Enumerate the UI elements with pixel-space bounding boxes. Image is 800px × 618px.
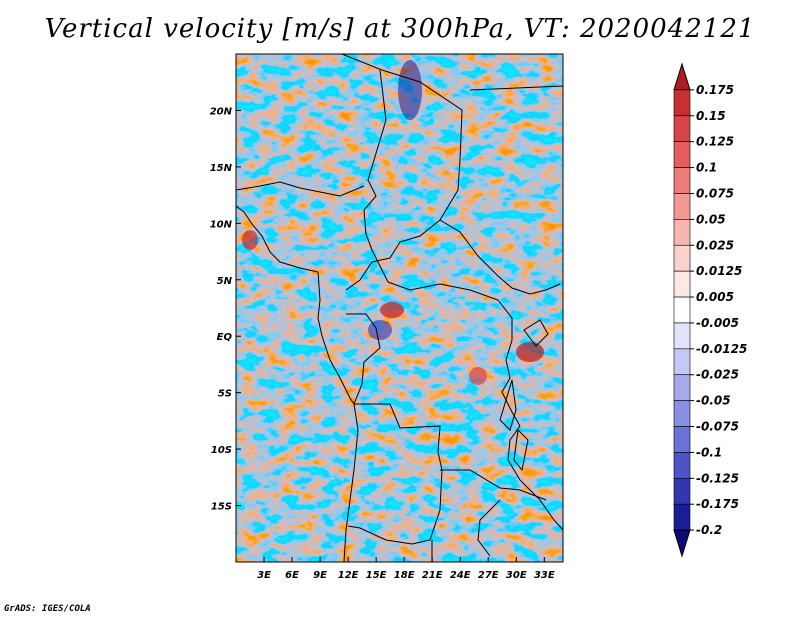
- strong-ascent-cell: [380, 302, 404, 318]
- y-tick-label: 5N: [217, 276, 233, 287]
- colorbar-label: 0.0125: [696, 264, 742, 278]
- colorbar-swatch: [673, 452, 691, 479]
- strong-ascent-cell: [469, 367, 487, 385]
- lake: [513, 428, 529, 472]
- colorbar-swatch: [673, 244, 691, 272]
- colorbar-swatch: [673, 89, 691, 117]
- colorbar-swatch: [673, 400, 691, 427]
- strong-ascent-cell: [516, 342, 544, 362]
- country-borders: [236, 54, 563, 562]
- colorbar-label: 0.1: [696, 161, 717, 175]
- x-tick-label: 15E: [366, 570, 387, 581]
- grads-credit: GrADS: IGES/COLA: [4, 604, 91, 614]
- colorbar-label: 0.005: [696, 290, 734, 304]
- chart-title: Vertical velocity [m/s] at 300hPa, VT: 2…: [44, 14, 756, 44]
- x-tick-label: 21E: [422, 570, 443, 581]
- colorbar-swatch: [673, 115, 691, 142]
- y-tick-label: EQ: [217, 332, 233, 343]
- colorbar-label: -0.05: [696, 394, 731, 408]
- colorbar-label: -0.1: [696, 445, 722, 459]
- colorbar-swatch: [673, 478, 691, 505]
- colorbar-label: 0.175: [696, 83, 734, 97]
- border: [477, 499, 501, 557]
- x-tick-label: 12E: [338, 570, 359, 581]
- colorbar-swatch: [673, 141, 691, 168]
- colorbar-label: -0.005: [696, 316, 739, 330]
- y-axis: 20N 15N 10N 5N EQ 5S 10S 15S: [210, 106, 241, 513]
- colorbar-swatch: [673, 374, 691, 401]
- y-tick-label: 15N: [210, 163, 233, 174]
- y-tick-label: 5S: [218, 389, 232, 400]
- colorbar-label: 0.05: [696, 212, 726, 226]
- colorbar-label: 0.075: [696, 186, 734, 200]
- colorbar-swatch: [673, 426, 691, 453]
- x-tick-label: 9E: [313, 570, 327, 581]
- border: [345, 219, 441, 291]
- colorbar-label: -0.2: [696, 523, 722, 537]
- colorbar-swatch: [673, 529, 691, 558]
- plot-frame: [235, 53, 564, 563]
- lake: [523, 319, 549, 347]
- y-tick-label: 20N: [210, 106, 233, 117]
- colorbar-swatch: [673, 62, 691, 91]
- y-tick-label: 10N: [210, 219, 233, 230]
- colorbar-label: -0.075: [696, 420, 739, 434]
- colorbar-swatch: [673, 296, 691, 324]
- colorbar-label: -0.025: [696, 368, 739, 382]
- colorbar-swatch: [673, 322, 691, 350]
- colorbar-label: 0.025: [696, 238, 734, 252]
- border: [507, 425, 563, 531]
- colorbar-swatch: [673, 193, 691, 220]
- strong-descent-cell: [398, 60, 422, 120]
- border: [347, 403, 443, 545]
- x-tick-label: 33E: [534, 570, 555, 581]
- convective-cells: [242, 60, 544, 385]
- border: [363, 69, 389, 283]
- colorbar-label: 0.15: [696, 109, 726, 123]
- x-axis: 3E 6E 9E 12E 15E 18E 21E 24E 27E 30E 33E: [257, 557, 555, 581]
- border: [346, 313, 381, 405]
- border: [236, 181, 365, 197]
- colorbar-label: -0.175: [696, 497, 739, 511]
- border: [341, 54, 561, 295]
- x-tick-label: 27E: [478, 570, 499, 581]
- lake: [499, 379, 517, 431]
- border: [387, 281, 521, 427]
- x-tick-label: 24E: [450, 570, 471, 581]
- west-africa-coast: [236, 205, 359, 562]
- y-tick-label: 15S: [211, 502, 232, 513]
- colorbar-label: 0.125: [696, 135, 734, 149]
- colorbar-label: -0.0125: [696, 342, 747, 356]
- border: [440, 469, 547, 501]
- colorbar-swatch: [673, 167, 691, 194]
- x-tick-label: 18E: [394, 570, 415, 581]
- colorbar-swatch: [673, 219, 691, 246]
- colorbar-swatch: [673, 270, 691, 298]
- strong-ascent-cell: [242, 230, 258, 250]
- colorbar: 0.175 0.15 0.125 0.1 0.075 0.05 0.025 0.0125 0.0…: [673, 62, 747, 558]
- colorbar-swatch: [673, 348, 691, 376]
- strong-descent-cell: [368, 320, 392, 340]
- border: [469, 85, 563, 91]
- colorbar-swatch: [673, 503, 691, 531]
- colorbar-label: -0.125: [696, 471, 739, 485]
- x-tick-label: 3E: [257, 570, 271, 581]
- x-tick-label: 6E: [285, 570, 299, 581]
- x-tick-label: 30E: [506, 570, 527, 581]
- y-tick-label: 10S: [211, 445, 232, 456]
